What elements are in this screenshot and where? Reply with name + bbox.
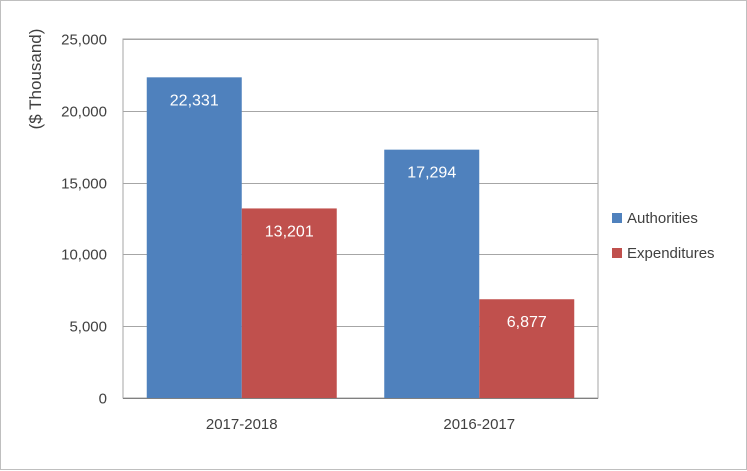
legend: Authorities Expenditures [612,210,715,262]
legend-label-authorities: Authorities [627,210,698,227]
y-tick-label: 15,000 [61,176,107,193]
bar-expenditures-2016-2017 [479,299,575,398]
y-axis-title: ($ Thousand) [26,29,45,130]
bar-authorities-2016-2017 [384,149,480,398]
legend-swatch-authorities [612,213,622,223]
y-tick-label: 0 [99,391,107,408]
x-tick-label: 2016-2017 [443,416,515,433]
data-label: 6,877 [507,314,547,331]
data-label: 22,331 [170,92,219,109]
data-label: 17,294 [407,165,456,182]
y-tick-label: 5,000 [69,319,107,336]
bars [146,77,575,398]
legend-swatch-expenditures [612,248,622,258]
y-tick-label: 10,000 [61,247,107,264]
x-tick-label: 2017-2018 [206,416,278,433]
y-tick-label: 25,000 [61,32,107,49]
y-tick-label: 20,000 [61,104,107,121]
data-labels: 22,331 13,201 17,294 6,877 [170,92,547,331]
axes: 0 5,000 10,000 15,000 20,000 25,000 ($ Thousan… [26,29,598,433]
bar-expenditures-2017-2018 [241,208,337,398]
legend-label-expenditures: Expenditures [627,245,715,262]
bar-authorities-2017-2018 [146,77,242,398]
data-label: 13,201 [265,223,314,240]
